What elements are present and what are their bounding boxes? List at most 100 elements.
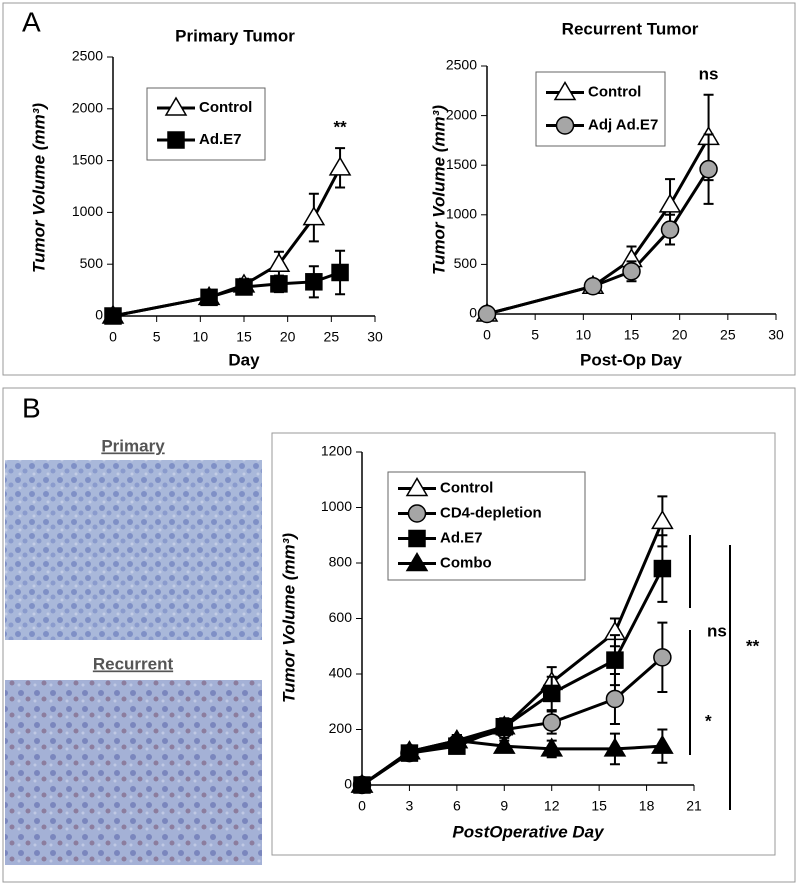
legend-marker bbox=[407, 504, 427, 523]
legend-marker bbox=[408, 529, 426, 548]
data-point bbox=[200, 288, 218, 307]
x-tick-label: 9 bbox=[500, 798, 508, 814]
data-point bbox=[658, 193, 682, 213]
y-axis-label: Tumor Volume (mm³) bbox=[429, 105, 448, 275]
y-tick-label: 500 bbox=[80, 255, 104, 271]
histology-image bbox=[5, 680, 262, 865]
data-point bbox=[270, 275, 288, 293]
legend-label: Control bbox=[440, 479, 493, 496]
x-axis-label: Day bbox=[228, 350, 260, 369]
data-point bbox=[605, 689, 625, 709]
y-tick-label: 1500 bbox=[72, 151, 103, 167]
legend-marker bbox=[405, 552, 429, 572]
x-tick-label: 15 bbox=[624, 327, 640, 343]
x-tick-label: 3 bbox=[406, 798, 414, 814]
legend-marker bbox=[553, 81, 577, 101]
x-tick-label: 5 bbox=[531, 327, 539, 343]
data-point bbox=[305, 273, 323, 291]
data-point bbox=[583, 276, 603, 296]
panel-frame bbox=[2, 2, 796, 376]
data-point bbox=[651, 734, 674, 754]
x-axis-label: PostOperative Day bbox=[452, 822, 605, 841]
legend-label: CD4-depletion bbox=[440, 504, 542, 521]
x-tick-label: 30 bbox=[768, 327, 784, 343]
y-axis-label: Tumor Volume (mm³) bbox=[29, 103, 48, 273]
data-point bbox=[331, 263, 349, 282]
y-tick-label: 1000 bbox=[72, 203, 103, 219]
annotation: ** bbox=[746, 636, 760, 655]
data-point bbox=[653, 648, 672, 667]
image-title: Recurrent bbox=[93, 654, 174, 673]
data-point bbox=[398, 740, 421, 760]
y-tick-label: 2500 bbox=[446, 57, 477, 73]
data-point bbox=[104, 307, 122, 325]
legend-marker bbox=[167, 131, 185, 149]
y-tick-label: 0 bbox=[469, 305, 477, 321]
x-tick-label: 5 bbox=[153, 329, 161, 345]
data-point bbox=[445, 729, 469, 749]
y-tick-label: 0 bbox=[344, 776, 352, 792]
data-point bbox=[492, 734, 516, 754]
series-line bbox=[112, 167, 342, 318]
y-tick-label: 0 bbox=[95, 307, 103, 323]
x-tick-label: 20 bbox=[672, 327, 688, 343]
histology-image bbox=[5, 460, 262, 640]
x-tick-label: 15 bbox=[591, 798, 607, 814]
x-tick-label: 30 bbox=[367, 329, 383, 345]
legend-label: Ad.E7 bbox=[199, 131, 242, 148]
data-point bbox=[540, 737, 564, 757]
chart-title: Recurrent Tumor bbox=[562, 19, 699, 38]
x-tick-label: 10 bbox=[193, 329, 209, 345]
legend-label: Ad.E7 bbox=[440, 529, 483, 546]
data-point bbox=[542, 684, 561, 703]
legend-marker bbox=[555, 116, 575, 135]
data-point bbox=[495, 717, 514, 736]
y-tick-label: 2000 bbox=[446, 106, 477, 122]
y-tick-label: 1000 bbox=[446, 206, 477, 222]
legend-label: Control bbox=[199, 99, 252, 116]
data-point bbox=[699, 159, 718, 179]
panel-label: B bbox=[22, 392, 41, 423]
chart-frame bbox=[271, 432, 776, 856]
y-tick-label: 400 bbox=[329, 665, 353, 681]
y-axis-label: Tumor Volume (mm³) bbox=[279, 533, 298, 703]
image-title: Primary bbox=[101, 436, 165, 455]
data-point bbox=[477, 304, 497, 324]
x-tick-label: 0 bbox=[483, 327, 491, 343]
x-tick-label: 25 bbox=[720, 327, 736, 343]
y-tick-label: 600 bbox=[329, 609, 353, 625]
annotation: ns bbox=[707, 621, 727, 640]
annotation: ** bbox=[333, 118, 347, 137]
x-tick-label: 12 bbox=[544, 798, 560, 814]
y-tick-label: 200 bbox=[329, 720, 353, 736]
legend-box bbox=[535, 71, 666, 147]
y-tick-label: 1000 bbox=[321, 498, 352, 514]
annotation: * bbox=[705, 711, 712, 730]
x-axis-label: Post-Op Day bbox=[580, 350, 683, 369]
data-point bbox=[606, 651, 624, 669]
y-tick-label: 2000 bbox=[72, 100, 103, 116]
chart-title: Primary Tumor bbox=[175, 26, 295, 45]
data-point bbox=[651, 509, 674, 530]
legend-marker bbox=[164, 96, 188, 116]
data-point bbox=[542, 713, 561, 732]
y-tick-label: 500 bbox=[454, 255, 478, 271]
x-tick-label: 10 bbox=[576, 327, 592, 343]
data-point bbox=[235, 278, 253, 296]
x-tick-label: 21 bbox=[686, 798, 702, 814]
data-point bbox=[603, 737, 627, 757]
data-point bbox=[622, 262, 641, 281]
x-tick-label: 25 bbox=[324, 329, 340, 345]
data-point bbox=[267, 252, 291, 272]
y-tick-label: 800 bbox=[329, 554, 353, 570]
y-tick-label: 2500 bbox=[72, 48, 103, 64]
legend-label: Control bbox=[588, 83, 641, 100]
x-tick-label: 6 bbox=[453, 798, 461, 814]
panel-frame bbox=[2, 387, 796, 883]
x-tick-label: 20 bbox=[280, 329, 296, 345]
x-tick-label: 0 bbox=[109, 329, 117, 345]
legend-box bbox=[146, 87, 266, 161]
legend-label: Combo bbox=[440, 554, 492, 571]
panel-label: A bbox=[22, 6, 41, 37]
